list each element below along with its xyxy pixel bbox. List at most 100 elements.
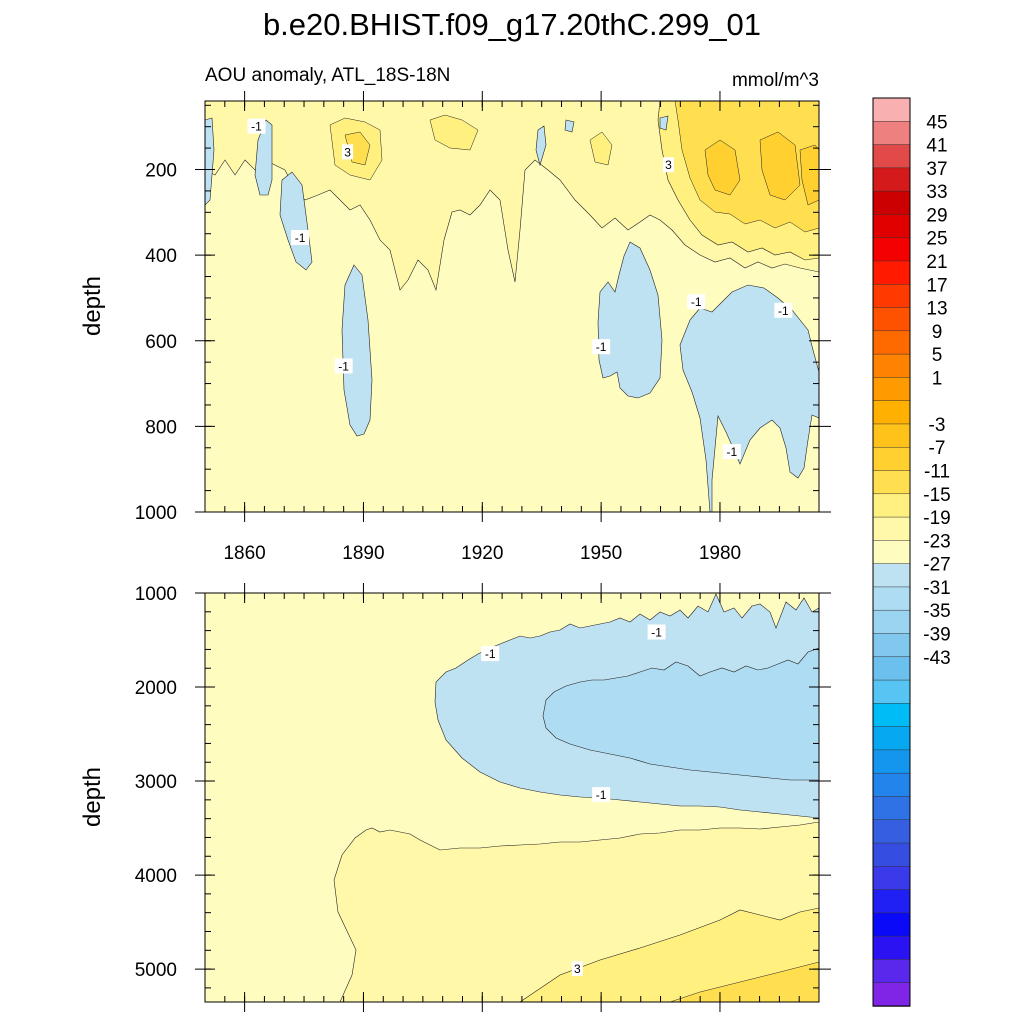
colorbar-swatch — [872, 470, 911, 495]
colorbar-swatch — [872, 912, 911, 937]
bottom-contour-label: 3 — [574, 962, 581, 976]
colorbar-swatch — [872, 167, 911, 192]
colorbar-swatch — [872, 935, 911, 961]
colorbar-swatch — [872, 330, 911, 355]
x-tick-label: 1860 — [223, 543, 265, 564]
bottom-warm-core — [519, 907, 819, 1002]
top-contour-label-box — [662, 157, 674, 173]
top-y-tick-label: 800 — [145, 417, 177, 438]
colorbar-label: 17 — [926, 275, 947, 296]
colorbar-label: -15 — [923, 485, 950, 506]
bottom-plot-frame — [204, 592, 820, 1003]
colorbar-swatch — [872, 377, 911, 402]
top-contour-label-box — [342, 144, 354, 160]
colorbar-label: -3 — [929, 415, 946, 436]
bottom-contour-label: -1 — [485, 647, 496, 661]
colorbar-label: 1 — [932, 368, 943, 389]
top-blue-lens-1980 — [679, 284, 819, 512]
colorbar-label: 13 — [926, 299, 947, 320]
colorbar-swatch — [872, 889, 911, 914]
bottom-blue-core — [542, 647, 819, 781]
colorbar-label: -7 — [929, 438, 946, 459]
bottom-contour-label-box — [592, 787, 611, 803]
top-contour-label: 3 — [665, 158, 672, 172]
colorbar-label: 41 — [926, 136, 947, 157]
colorbar-swatch — [872, 656, 911, 681]
bottom-contour-label: -1 — [596, 788, 607, 802]
colorbar-label: 45 — [926, 112, 947, 133]
top-panel: 200 400 600 800 1000 -1 3 -1 3 -1 -1 -1 -1 -1 1860 189… — [79, 91, 831, 564]
top-contour-label: 3 — [344, 145, 351, 159]
top-contour-label-box — [247, 118, 266, 134]
colorbar-swatch — [872, 796, 911, 821]
bottom-y-tick-label: 5000 — [135, 960, 177, 981]
bottom-y-axis-label: depth — [79, 767, 106, 827]
colorbar-label: -27 — [923, 555, 950, 576]
x-tick-label: 1890 — [342, 543, 384, 564]
colorbar-swatch — [872, 982, 911, 1007]
top-y-tick-label: 1000 — [135, 503, 177, 524]
colorbar-swatch — [872, 190, 911, 216]
top-blue-lens-1955 — [597, 241, 663, 399]
colorbar-label: -35 — [923, 601, 950, 622]
chart-title: b.e20.BHIST.f09_g17.20thC.299_01 — [263, 7, 761, 42]
colorbar-swatch — [872, 842, 911, 868]
bottom-y-tick-label: 2000 — [135, 678, 177, 699]
colorbar-swatch — [872, 214, 911, 239]
colorbar-label: 37 — [926, 159, 947, 180]
bottom-y-tick-label: 1000 — [135, 584, 177, 605]
top-contour-label: -1 — [596, 340, 607, 354]
colorbar-swatch — [872, 97, 911, 123]
top-contour-label-box — [687, 294, 706, 310]
colorbar-label: 21 — [926, 252, 947, 273]
colorbar-swatch — [872, 353, 911, 379]
top-contour-label: -1 — [727, 445, 738, 459]
colorbar-label: -23 — [923, 531, 950, 552]
colorbar-swatch — [872, 423, 911, 448]
bottom-contour-label-box — [481, 646, 500, 662]
bottom-contour-label: -1 — [651, 625, 662, 639]
top-y-axis-label: depth — [79, 276, 106, 336]
top-blue-lens-1890 — [341, 264, 373, 437]
colorbar-label: 33 — [926, 182, 947, 203]
top-contour-label: -1 — [295, 231, 306, 245]
variable-label: AOU anomaly, ATL_18S-18N — [205, 65, 450, 86]
colorbar-label: -19 — [923, 508, 950, 529]
top-contour-label-box — [722, 444, 741, 460]
units-label: mmol/m^3 — [732, 70, 819, 91]
colorbar-label: -43 — [923, 648, 950, 669]
colorbar-label: -31 — [923, 578, 950, 599]
colorbar-swatch — [872, 959, 911, 984]
top-y-tick-label: 600 — [145, 332, 177, 353]
colorbar-swatch — [872, 563, 911, 588]
colorbar-swatch — [872, 144, 911, 169]
colorbar-swatch — [872, 446, 911, 472]
colorbar-swatch — [872, 121, 911, 146]
colorbar-swatch — [872, 772, 911, 798]
colorbar-swatch — [872, 493, 911, 518]
colorbar-label: 29 — [926, 205, 947, 226]
bottom-y-tick-label: 3000 — [135, 772, 177, 793]
x-tick-label: 1920 — [461, 543, 503, 564]
colorbar-swatch — [872, 633, 911, 658]
bottom-contour-label-box — [647, 624, 666, 640]
top-contour-label-box — [334, 358, 353, 374]
top-contour-label-box — [291, 230, 310, 245]
colorbar-swatch — [872, 284, 911, 309]
colorbar-label: 9 — [932, 322, 943, 343]
top-y-tick-label: 400 — [145, 246, 177, 267]
colorbar-swatch — [872, 609, 911, 635]
top-contour-label: -1 — [778, 304, 789, 318]
top-plot-frame — [204, 100, 820, 513]
top-contour-label: -1 — [251, 120, 262, 134]
colorbar-swatch — [872, 516, 911, 542]
colorbar-swatch — [872, 260, 911, 286]
colorbar-swatch — [872, 866, 911, 891]
colorbar-swatch — [872, 237, 911, 262]
colorbar-label: 5 — [932, 345, 943, 366]
bottom-y-tick-label: 4000 — [135, 866, 177, 887]
colorbar-swatch — [872, 679, 911, 705]
colorbar-swatch — [872, 703, 911, 728]
